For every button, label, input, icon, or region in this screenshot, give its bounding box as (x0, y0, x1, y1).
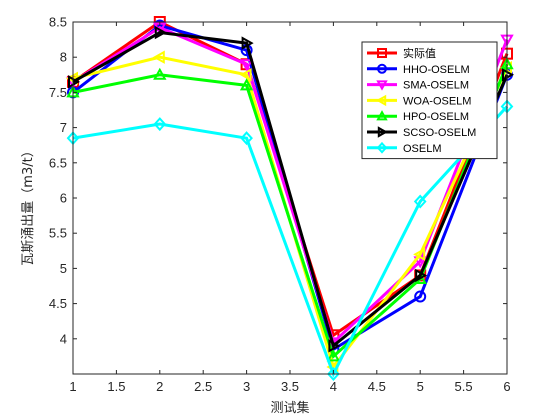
data-point-hpo-oselm (239, 78, 254, 91)
y-tick-label: 4 (60, 331, 67, 346)
legend-marker-hpo-oselm (376, 110, 388, 121)
legend-label-hpo-oselm: HPO-OSELM (403, 111, 469, 123)
y-axis-label: 瓦斯涌出量（m3/t） (21, 144, 36, 265)
x-tick-label: 2.5 (194, 379, 212, 394)
data-point-scso-oselm (415, 268, 428, 283)
legend-marker-woa-oselm (375, 94, 387, 107)
y-tick-label: 5 (60, 261, 67, 276)
legend-marker-sma-oselm (376, 80, 388, 91)
legend-label-oselm: OSELM (403, 143, 442, 155)
x-tick-label: 5.5 (455, 379, 473, 394)
data-point-oselm (153, 117, 167, 132)
legend-marker-oselm (376, 141, 388, 154)
legend-label-scso-oselm: SCSO-OSELM (403, 127, 476, 139)
legend-label-hho-oselm: HHO-OSELM (403, 64, 470, 76)
x-tick-label: 3.5 (281, 379, 299, 394)
y-tick-label: 5.5 (49, 226, 67, 241)
data-point-hpo-oselm (153, 67, 167, 80)
data-point-oselm (240, 131, 253, 146)
legend-label-series-0: 实际值 (403, 46, 436, 60)
x-tick-label: 1 (69, 379, 76, 394)
legend-marker-series-0 (377, 48, 387, 58)
data-point-hho-oselm (414, 290, 427, 303)
data-point-woa-oselm (152, 50, 165, 64)
data-point-oselm (413, 194, 427, 209)
legend-label-woa-oselm: WOA-OSELM (403, 95, 471, 107)
y-tick-label: 7 (60, 120, 67, 135)
x-tick-label: 4.5 (368, 379, 386, 394)
y-tick-label: 7.5 (49, 85, 67, 100)
y-tick-label: 6 (60, 191, 67, 206)
x-axis-label: 测试集 (270, 400, 309, 416)
data-point-scso-oselm (154, 25, 167, 40)
x-tick-label: 4 (330, 379, 337, 394)
x-tick-label: 6 (503, 379, 510, 394)
y-tick-label: 4.5 (49, 296, 67, 311)
legend: 实际值 HHO-OSELM SMA-OSELM WOA-OSELM HPO-OSELM S… (361, 41, 498, 160)
series-line-scso-oselm (72, 31, 509, 349)
legend-label-sma-oselm: SMA-OSELM (403, 80, 469, 92)
data-point-oselm (327, 367, 340, 381)
series-line-oselm (72, 105, 509, 378)
data-point-hpo-oselm (326, 349, 341, 362)
x-tick-label: 1.5 (107, 379, 125, 394)
data-point-woa-oselm (413, 247, 426, 262)
data-point-sma-oselm (239, 59, 254, 72)
y-tick-label: 8.5 (49, 15, 67, 30)
data-point-scso-oselm (328, 339, 341, 353)
x-tick-label: 2 (156, 379, 163, 394)
y-tick-label: 6.5 (49, 155, 67, 170)
data-point-woa-oselm (239, 68, 252, 82)
data-point-scso-oselm (241, 36, 254, 50)
y-tick-label: 8 (60, 50, 67, 65)
x-tick-label: 3 (243, 379, 250, 394)
legend-marker-hho-oselm (377, 63, 387, 74)
x-tick-label: 5 (417, 379, 424, 394)
legend-marker-scso-oselm (377, 126, 389, 138)
